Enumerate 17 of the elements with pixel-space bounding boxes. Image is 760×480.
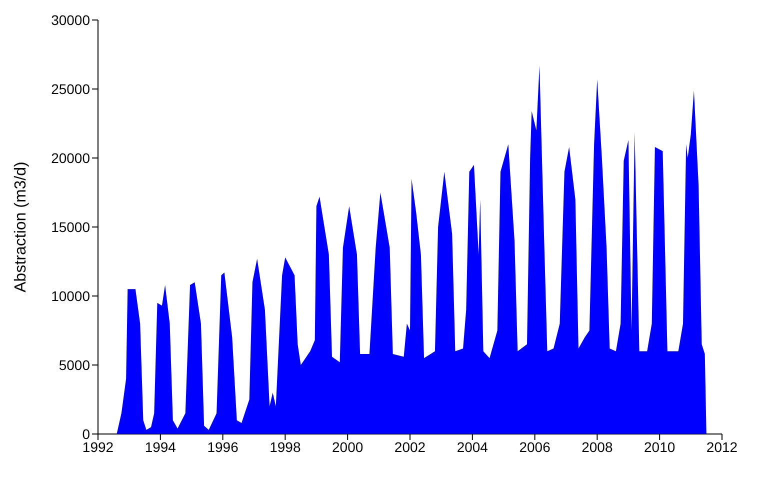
y-tick-label: 15000: [51, 218, 90, 235]
x-tick-label: 2004: [456, 438, 488, 455]
x-tick-label: 2008: [582, 438, 613, 455]
x-tick-label: 2002: [394, 438, 426, 455]
x-tick-label: 2006: [519, 438, 551, 455]
y-tick-label: 20000: [51, 150, 90, 166]
x-tick-label: 2010: [644, 438, 676, 455]
y-tick-label: 25000: [51, 80, 90, 97]
y-tick-label: 5000: [58, 356, 90, 373]
y-axis-title: Abstraction (m3/d): [12, 162, 30, 292]
x-tick-label: 2012: [706, 438, 738, 455]
x-tick-label: 2000: [332, 438, 364, 455]
y-tick-label: 30000: [51, 12, 90, 28]
x-tick-label: 1996: [207, 438, 239, 455]
y-tick-label: 10000: [51, 288, 90, 304]
x-tick-label: 1994: [144, 438, 176, 455]
x-tick-label: 1998: [270, 438, 301, 455]
